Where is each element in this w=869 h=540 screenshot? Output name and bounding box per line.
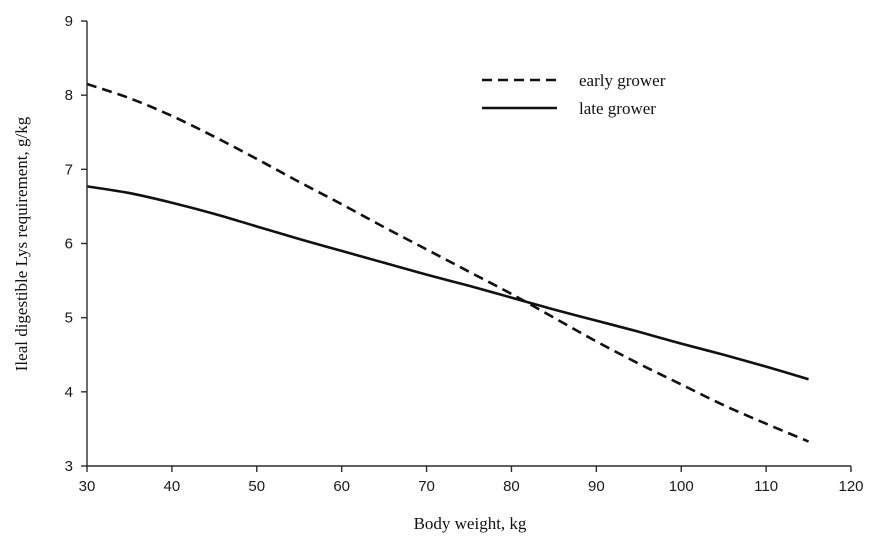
x-tick-label: 90 bbox=[588, 478, 605, 495]
plot-area bbox=[86, 82, 810, 443]
series-line-early-grower bbox=[86, 82, 810, 443]
ticks: 30 40 50 60 70 80 90 100 110 120 3 4 5 6 7 8 9 bbox=[65, 13, 864, 495]
y-tick-label: 6 bbox=[65, 236, 73, 253]
y-tick-label: 5 bbox=[65, 310, 73, 327]
legend: early grower late grower bbox=[482, 71, 666, 118]
x-tick-label: 110 bbox=[754, 478, 778, 495]
x-tick-label: 100 bbox=[669, 478, 694, 495]
y-axis-title: Ileal digestible Lys requirement, g/kg bbox=[12, 116, 31, 371]
axes bbox=[86, 21, 851, 467]
x-tick-label: 120 bbox=[838, 478, 863, 495]
y-tick-label: 7 bbox=[65, 161, 73, 178]
x-axis-title: Body weight, kg bbox=[414, 514, 527, 533]
y-tick-label: 4 bbox=[65, 384, 73, 401]
x-tick-label: 60 bbox=[333, 478, 350, 495]
x-tick-label: 30 bbox=[79, 478, 96, 495]
series-line-late-grower bbox=[86, 185, 809, 381]
x-tick-label: 50 bbox=[248, 478, 265, 495]
x-tick-label: 70 bbox=[418, 478, 435, 495]
y-tick-label: 9 bbox=[65, 13, 73, 30]
x-tick-label: 80 bbox=[503, 478, 520, 495]
y-tick-label: 8 bbox=[65, 87, 73, 104]
legend-label: early grower bbox=[579, 71, 666, 90]
y-tick-label: 3 bbox=[65, 458, 73, 475]
x-tick-label: 40 bbox=[164, 478, 181, 495]
legend-label: late grower bbox=[579, 99, 656, 118]
